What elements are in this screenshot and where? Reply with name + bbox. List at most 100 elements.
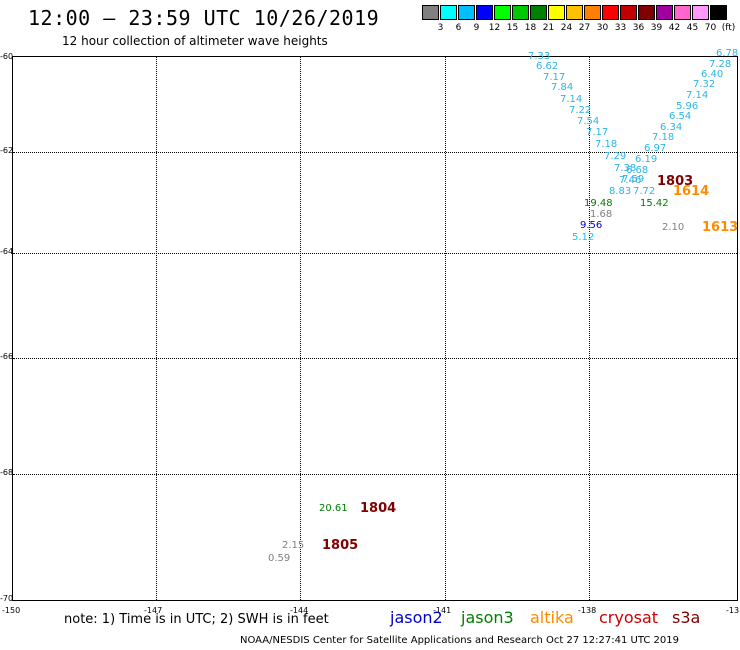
lat-label: -70 <box>0 594 14 603</box>
colorbar-label: 15 <box>506 23 519 33</box>
pass-number: 1803 <box>657 174 694 189</box>
colorbar-label: 45 <box>686 23 699 33</box>
colorbar-swatch <box>530 5 547 20</box>
wave-height-value: 9.56 <box>580 220 603 231</box>
colorbar-swatch <box>692 5 709 20</box>
colorbar-label: 42 <box>668 23 681 33</box>
wave-height-value: 7.14 <box>560 94 583 105</box>
colorbar-label: (ft) <box>721 23 736 33</box>
colorbar-label: 9 <box>473 23 480 33</box>
colorbar-label: 27 <box>578 23 591 33</box>
wave-height-value: 6.97 <box>644 143 667 154</box>
wave-height-value: 1.68 <box>590 209 613 220</box>
wave-height-value: 7.22 <box>569 105 592 116</box>
pass-number: 1614 <box>673 184 710 199</box>
page-subtitle: 12 hour collection of altimeter wave hei… <box>62 34 328 48</box>
colorbar-swatch <box>566 5 583 20</box>
lon-label: -144 <box>290 606 309 615</box>
wave-height-value: 6.19 <box>635 154 658 165</box>
longitude-gridline <box>156 57 157 600</box>
wave-height-value: 7.33 <box>528 51 551 62</box>
wave-height-value: 7.46 <box>619 175 642 186</box>
colorbar-swatch <box>710 5 727 20</box>
wave-height-value: 7.84 <box>551 82 574 93</box>
lat-label: -60 <box>0 52 14 61</box>
colorbar-swatch <box>512 5 529 20</box>
colorbar-label: 39 <box>650 23 663 33</box>
colorbar-swatch <box>476 5 493 20</box>
wave-height-value: 5.96 <box>676 101 699 112</box>
colorbar-label: 30 <box>596 23 609 33</box>
colorbar-label: 36 <box>632 23 645 33</box>
wave-height-value: 6.62 <box>536 61 559 72</box>
wave-height-value: 7.18 <box>652 132 675 143</box>
wave-height-value: 6.78 <box>716 48 739 59</box>
colorbar-swatch <box>674 5 691 20</box>
wave-height-value: 15.42 <box>640 198 669 209</box>
wave-height-value: 7.72 <box>633 186 656 197</box>
colorbar-label: 12 <box>488 23 501 33</box>
colorbar-swatch <box>656 5 673 20</box>
colorbar-swatch <box>422 5 439 20</box>
latitude-gridline <box>13 358 737 359</box>
latitude-gridline <box>13 152 737 153</box>
footer-credit: NOAA/NESDIS Center for Satellite Applica… <box>240 635 679 646</box>
wave-height-value: 7.32 <box>693 79 716 90</box>
lat-label: -62 <box>0 146 14 155</box>
colorbar-label: 21 <box>542 23 555 33</box>
wave-height-value: 2.15 <box>282 540 305 551</box>
colorbar-label: 6 <box>455 23 462 33</box>
lon-label: -13 <box>726 606 740 615</box>
lat-label: -66 <box>0 352 14 361</box>
lat-label: -68 <box>0 468 14 477</box>
wave-height-value: 8.83 <box>609 186 632 197</box>
colorbar-swatch <box>458 5 475 20</box>
wave-height-value: 6.54 <box>669 111 692 122</box>
wave-height-value: 6.68 <box>626 165 649 176</box>
colorbar-swatch <box>584 5 601 20</box>
colorbar-swatch <box>638 5 655 20</box>
pass-number: 1804 <box>360 501 397 516</box>
wave-height-value: 7.17 <box>543 72 566 83</box>
wave-height-value: 2.10 <box>662 222 685 233</box>
wave-height-value: 7.29 <box>604 151 627 162</box>
wave-height-value: 7.59 <box>622 174 645 185</box>
colorbar-label: 24 <box>560 23 573 33</box>
page-title: 12:00 — 23:59 UTC 10/26/2019 <box>28 6 380 30</box>
legend-jason2: jason2 <box>390 608 443 627</box>
latitude-gridline <box>13 253 737 254</box>
colorbar-swatch <box>440 5 457 20</box>
wave-height-value: 0.59 <box>268 553 291 564</box>
lon-label: -147 <box>144 606 163 615</box>
colorbar-label: 3 <box>437 23 444 33</box>
colorbar-swatch <box>620 5 637 20</box>
lon-label: -150 <box>2 606 21 615</box>
pass-number: 1805 <box>322 538 359 553</box>
wave-height-value: 7.17 <box>586 127 609 138</box>
colorbar-label: 70 <box>704 23 717 33</box>
map-plot-area <box>12 56 738 601</box>
longitude-gridline <box>445 57 446 600</box>
pass-number: 1613 <box>702 220 739 235</box>
colorbar-label: 18 <box>524 23 537 33</box>
wave-height-value: 20.61 <box>319 503 348 514</box>
legend-s3a: s3a <box>672 608 701 627</box>
lat-label: -64 <box>0 247 14 256</box>
latitude-gridline <box>13 474 737 475</box>
colorbar-swatch <box>548 5 565 20</box>
colorbar-swatch <box>602 5 619 20</box>
wave-height-value: 7.38 <box>614 163 637 174</box>
wave-height-value: 6.40 <box>701 69 724 80</box>
wave-height-value: 7.14 <box>686 90 709 101</box>
longitude-gridline <box>300 57 301 600</box>
legend-altika: altika <box>530 608 574 627</box>
lon-label: -138 <box>578 606 597 615</box>
legend-cryosat: cryosat <box>599 608 659 627</box>
longitude-gridline <box>589 57 590 600</box>
legend-jason3: jason3 <box>461 608 514 627</box>
units-note: note: 1) Time is in UTC; 2) SWH is in fe… <box>64 612 329 627</box>
wave-height-value: 6.34 <box>660 122 683 133</box>
wave-height-value: 7.54 <box>577 116 600 127</box>
wave-height-value: 7.28 <box>709 59 732 70</box>
wave-height-value: 19.48 <box>584 198 613 209</box>
